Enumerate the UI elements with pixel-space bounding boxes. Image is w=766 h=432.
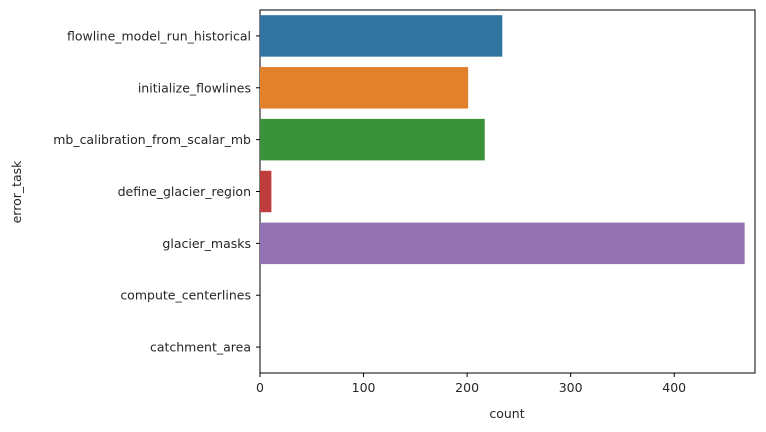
y-tick-label: initialize_flowlines — [138, 80, 251, 95]
plot-area — [259, 9, 756, 374]
y-ticks: flowline_model_run_historical initialize_… — [53, 28, 260, 355]
x-ticks: 0 100 200 300 400 — [256, 373, 686, 395]
bar-mb-calibration-from-scalar-mb — [260, 118, 485, 161]
bar-glacier-masks — [260, 222, 745, 265]
bar-initialize-flowlines — [260, 67, 469, 109]
x-axis-label: count — [489, 406, 524, 421]
y-tick-label: catchment_area — [150, 340, 251, 355]
y-tick-label: define_glacier_region — [118, 184, 251, 199]
bar-define-glacier-region — [260, 170, 272, 213]
x-tick-label: 0 — [256, 380, 264, 395]
x-tick-label: 400 — [662, 380, 686, 395]
y-tick-label: flowline_model_run_historical — [67, 28, 251, 43]
bar-flowline-model-run-historical — [260, 15, 503, 57]
bars-group — [260, 15, 745, 265]
x-tick-label: 100 — [352, 380, 376, 395]
y-tick-label: glacier_masks — [162, 236, 251, 251]
y-axis-label: error_task — [9, 160, 24, 224]
x-tick-label: 300 — [559, 380, 583, 395]
y-tick-label: mb_calibration_from_scalar_mb — [53, 132, 251, 147]
y-tick-label: compute_centerlines — [120, 288, 251, 303]
x-tick-label: 200 — [455, 380, 479, 395]
